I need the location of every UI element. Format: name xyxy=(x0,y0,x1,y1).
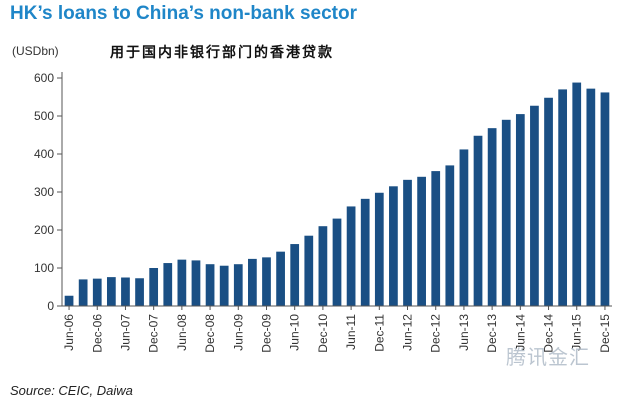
chart-subtitle-chinese: 用于国内非银行部门的香港贷款 xyxy=(110,45,334,61)
bar xyxy=(163,263,173,306)
bar xyxy=(332,218,342,306)
bar xyxy=(219,265,229,306)
x-tick-label: Dec-15 xyxy=(598,314,612,353)
bar xyxy=(177,259,187,306)
bar xyxy=(544,97,553,306)
y-tick-label: 0 xyxy=(47,299,54,313)
x-tick-label: Jun-13 xyxy=(457,314,471,351)
x-tick-label: Jun-15 xyxy=(570,314,584,351)
bar xyxy=(318,226,328,306)
y-tick-label: 100 xyxy=(34,261,54,275)
bar xyxy=(360,198,370,306)
bar xyxy=(515,114,525,306)
y-axis-unit-label: (USDbn) xyxy=(12,44,59,58)
bar xyxy=(121,277,130,306)
x-tick-label: Dec-09 xyxy=(259,314,273,353)
bar xyxy=(92,278,102,306)
bar xyxy=(431,171,441,306)
y-axis: 0 100 200 300 400 500 600 xyxy=(34,71,63,313)
bar xyxy=(248,258,257,306)
bar xyxy=(346,206,356,306)
bar xyxy=(445,165,455,306)
bar xyxy=(572,82,582,306)
bar xyxy=(304,235,314,306)
bar xyxy=(501,119,511,306)
x-axis: Jun-06 Dec-06 Jun-07 Dec-07 Jun-08 Dec-08 Jun-… xyxy=(62,305,612,353)
x-tick-label: Dec-14 xyxy=(542,314,556,353)
bar xyxy=(290,244,300,306)
watermark-text: 腾讯金汇 xyxy=(506,345,590,369)
bar xyxy=(487,128,497,306)
y-tick-label: 300 xyxy=(34,185,54,199)
bar xyxy=(558,89,568,307)
x-tick-label: Dec-08 xyxy=(203,314,217,353)
bar xyxy=(191,260,201,306)
bar xyxy=(233,264,243,306)
bar-chart: 0 100 200 300 400 500 600 Jun-06 Dec-06 Jun-07 De… xyxy=(34,71,612,353)
bar xyxy=(205,264,215,306)
x-tick-label: Jun-12 xyxy=(401,314,415,351)
x-tick-label: Jun-07 xyxy=(118,314,132,351)
bar xyxy=(473,135,483,306)
bar xyxy=(530,105,539,307)
bar xyxy=(262,257,271,306)
bars xyxy=(64,82,610,307)
x-tick-label: Jun-11 xyxy=(344,314,358,350)
x-tick-label: Jun-08 xyxy=(175,314,189,351)
bar xyxy=(276,251,285,306)
bar xyxy=(600,92,610,306)
bar xyxy=(135,278,144,306)
bar xyxy=(374,192,384,306)
y-tick-label: 600 xyxy=(34,71,54,85)
x-tick-label: Dec-11 xyxy=(372,314,386,352)
bar xyxy=(417,176,426,306)
x-tick-label: Dec-12 xyxy=(429,314,443,353)
chart-title: HK’s loans to China’s non-bank sector xyxy=(10,3,357,24)
bar xyxy=(389,186,398,306)
x-tick-label: Dec-13 xyxy=(485,314,499,353)
x-tick-label: Dec-10 xyxy=(316,314,330,353)
bar xyxy=(586,88,596,306)
bar xyxy=(403,179,412,306)
bar xyxy=(459,149,469,306)
y-tick-label: 500 xyxy=(34,109,54,123)
source-note: Source: CEIC, Daiwa xyxy=(10,383,133,398)
y-tick-label: 200 xyxy=(34,223,54,237)
bar xyxy=(78,279,88,306)
x-tick-label: Jun-09 xyxy=(231,314,245,351)
bar xyxy=(149,268,159,306)
bar xyxy=(106,277,116,306)
x-tick-label: Jun-06 xyxy=(62,314,76,351)
x-tick-label: Jun-10 xyxy=(288,314,302,351)
x-tick-label: Dec-06 xyxy=(90,314,104,353)
y-tick-label: 400 xyxy=(34,147,54,161)
x-tick-label: Jun-14 xyxy=(513,314,527,351)
bar xyxy=(64,295,74,306)
x-tick-label: Dec-07 xyxy=(147,314,161,353)
